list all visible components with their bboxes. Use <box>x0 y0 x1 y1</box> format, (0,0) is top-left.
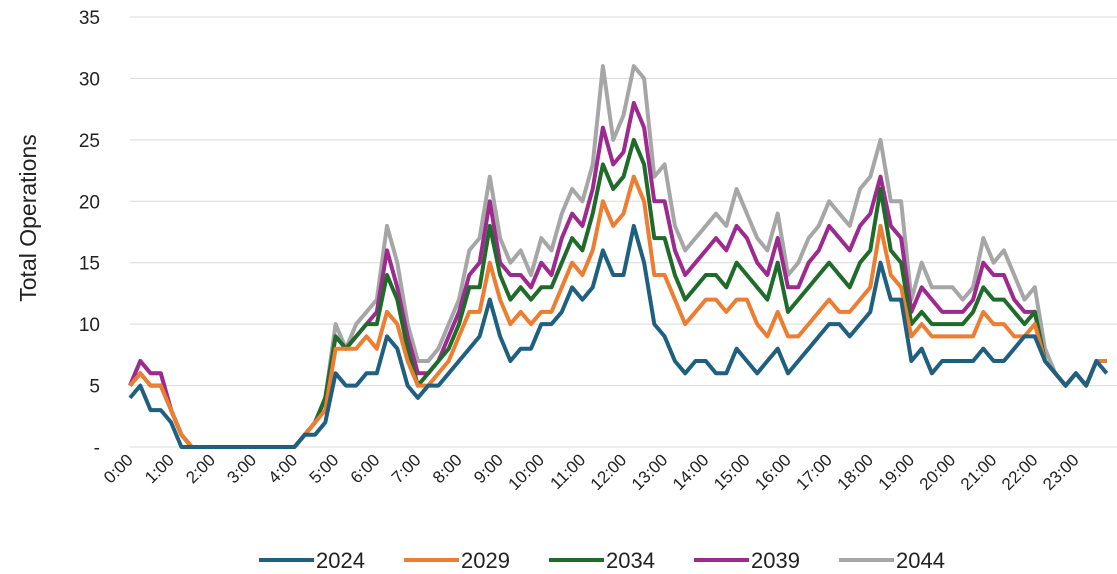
legend-label: 2024 <box>316 548 365 573</box>
x-tick-label: 12:00 <box>587 450 631 494</box>
y-tick-label: 30 <box>79 69 100 90</box>
x-tick-label: 6:00 <box>347 450 384 487</box>
y-axis-label: Total Operations <box>15 134 41 301</box>
x-tick-label: 0:00 <box>100 450 137 487</box>
x-tick-label: 21:00 <box>957 450 1001 494</box>
x-tick-label: 4:00 <box>264 450 301 487</box>
y-tick-label: 35 <box>79 8 100 29</box>
x-tick-label: 13:00 <box>628 450 672 494</box>
x-tick-label: 17:00 <box>792 450 836 494</box>
x-tick-label: 16:00 <box>751 450 795 494</box>
x-tick-label: 20:00 <box>916 450 960 494</box>
x-tick-label: 2:00 <box>182 450 219 487</box>
y-tick-label: 20 <box>79 192 100 213</box>
x-tick-label: 9:00 <box>470 450 507 487</box>
x-tick-label: 23:00 <box>1039 450 1083 494</box>
y-tick-label: 15 <box>79 254 100 275</box>
legend-label: 2029 <box>461 548 510 573</box>
x-tick-label: 19:00 <box>875 450 919 494</box>
legend-label: 2044 <box>896 548 945 573</box>
series-line <box>128 223 1109 449</box>
x-tick-label: 8:00 <box>429 450 466 487</box>
x-tick-label: 7:00 <box>388 450 425 487</box>
x-tick-label: 10:00 <box>505 450 549 494</box>
x-tick-label: 5:00 <box>306 450 343 487</box>
x-tick-label: 18:00 <box>834 450 878 494</box>
y-tick-label: 5 <box>89 377 100 398</box>
x-tick-label: 11:00 <box>547 450 590 493</box>
x-tick-label: 3:00 <box>223 450 260 487</box>
x-tick-label: 1:00 <box>141 450 178 487</box>
y-tick-label: 25 <box>79 131 100 152</box>
x-tick-label: 15:00 <box>710 450 754 494</box>
legend-label: 2034 <box>606 548 655 573</box>
x-tick-label: 22:00 <box>998 450 1042 494</box>
series-line <box>128 64 1107 449</box>
legend-label: 2039 <box>751 548 800 573</box>
y-tick-label: 10 <box>79 315 100 336</box>
y-tick-label: - <box>94 438 100 459</box>
x-tick-label: 14:00 <box>669 450 713 494</box>
